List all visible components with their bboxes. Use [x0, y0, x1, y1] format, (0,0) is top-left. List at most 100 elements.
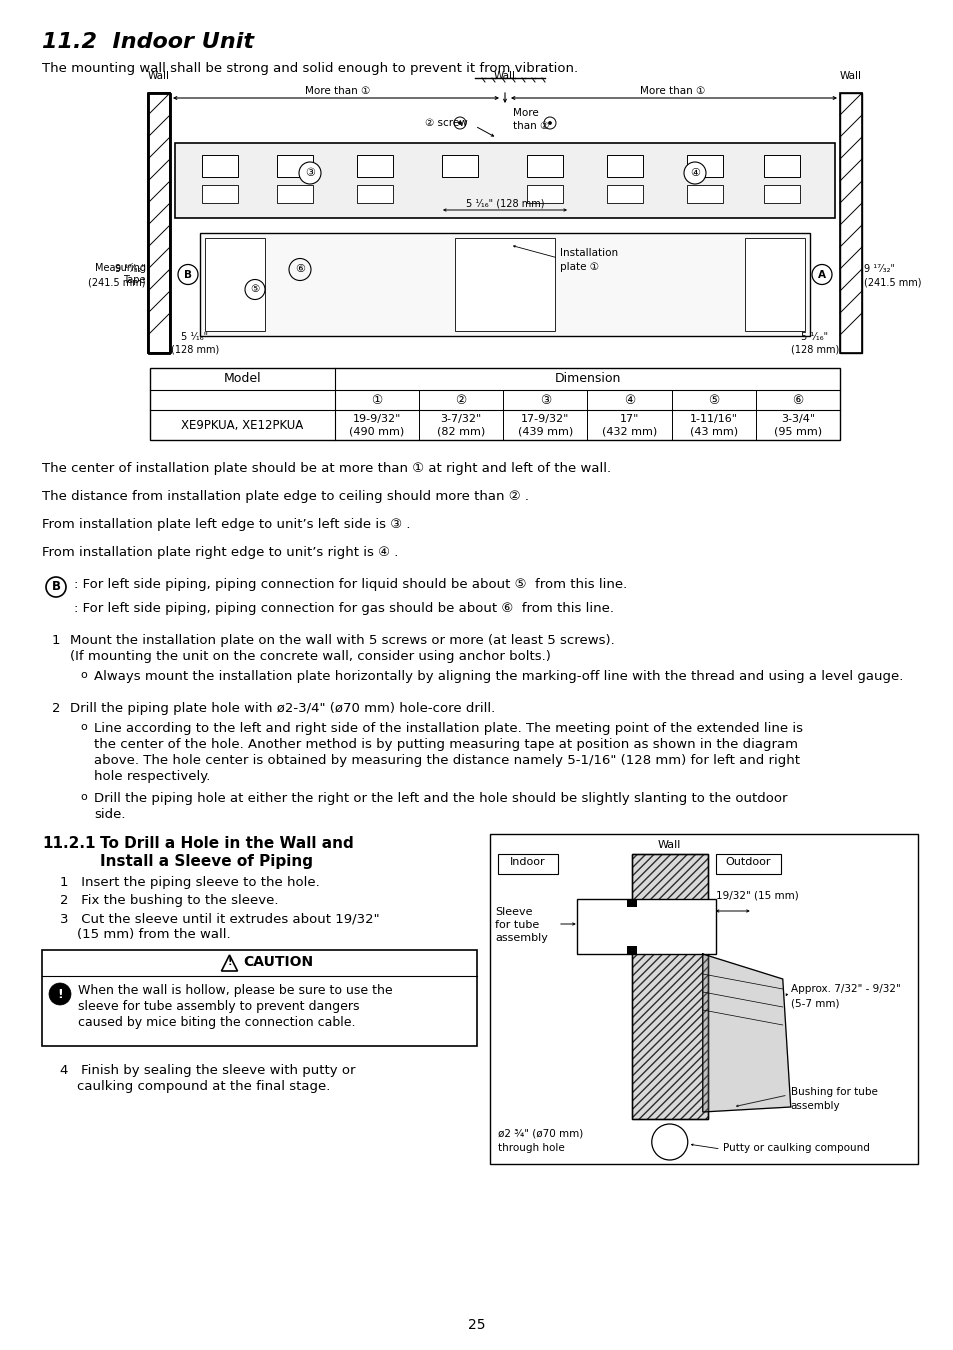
Text: XE9PKUA, XE12PKUA: XE9PKUA, XE12PKUA [181, 418, 303, 432]
Bar [526, 185, 562, 202]
Bar [276, 155, 313, 177]
Text: for tube: for tube [495, 919, 538, 930]
Bar [150, 369, 840, 440]
Text: From installation plate left edge to unit’s left side is ③ .: From installation plate left edge to uni… [42, 518, 410, 531]
Text: !: ! [57, 987, 63, 1000]
Text: Drill the piping hole at either the right or the left and the hole should be sli: Drill the piping hole at either the righ… [94, 792, 786, 805]
Text: 19/32" (15 mm): 19/32" (15 mm) [715, 891, 798, 900]
Text: The distance from installation plate edge to ceiling should more than ② .: The distance from installation plate edg… [42, 490, 529, 504]
Text: (15 mm) from the wall.: (15 mm) from the wall. [60, 927, 231, 941]
Text: o: o [80, 670, 87, 680]
Text: ③: ③ [539, 393, 551, 406]
Bar [606, 185, 642, 202]
Bar [42, 950, 477, 1046]
Bar [490, 834, 917, 1164]
Text: ⑤: ⑤ [250, 285, 259, 294]
Text: 3-3/4": 3-3/4" [781, 414, 814, 424]
Bar [148, 93, 170, 352]
Text: Wall: Wall [840, 72, 862, 81]
Text: : For left side piping, piping connection for gas should be about ⑥  from this l: : For left side piping, piping connectio… [74, 602, 614, 616]
Text: (5-7 mm): (5-7 mm) [790, 998, 839, 1008]
Text: Outdoor: Outdoor [724, 857, 770, 867]
Text: (432 mm): (432 mm) [601, 427, 657, 436]
Text: From installation plate right edge to unit’s right is ④ .: From installation plate right edge to un… [42, 545, 398, 559]
Bar [626, 899, 636, 907]
Bar [276, 185, 313, 202]
Text: (241.5 mm): (241.5 mm) [863, 278, 921, 288]
Bar [148, 93, 170, 352]
Text: 9 ¹⁷⁄₃₂": 9 ¹⁷⁄₃₂" [863, 265, 894, 274]
Text: 3   Cut the sleeve until it extrudes about 19/32": 3 Cut the sleeve until it extrudes about… [60, 913, 379, 925]
Text: (If mounting the unit on the concrete wall, consider using anchor bolts.): (If mounting the unit on the concrete wa… [70, 649, 550, 663]
Text: 1-11/16": 1-11/16" [689, 414, 737, 424]
Text: Tape: Tape [123, 275, 146, 285]
Bar [441, 155, 477, 177]
Bar [174, 143, 834, 217]
Circle shape [548, 122, 551, 124]
Text: 9 ¹⁷⁄₃₂": 9 ¹⁷⁄₃₂" [115, 265, 146, 274]
Circle shape [298, 162, 320, 184]
Text: !: ! [227, 957, 232, 967]
Bar [148, 93, 170, 352]
Text: 19-9/32": 19-9/32" [353, 414, 401, 424]
Text: 5 ¹⁄₁₆" (128 mm): 5 ¹⁄₁₆" (128 mm) [465, 198, 543, 208]
Text: side.: side. [94, 809, 126, 821]
Bar [356, 185, 393, 202]
Text: 5 ¹⁄₁₆": 5 ¹⁄₁₆" [181, 332, 209, 342]
Text: Wall: Wall [494, 72, 516, 81]
Circle shape [458, 122, 461, 124]
Text: The mounting wall shall be strong and solid enough to prevent it from vibration.: The mounting wall shall be strong and so… [42, 62, 578, 76]
Text: Install a Sleeve of Piping: Install a Sleeve of Piping [100, 855, 313, 869]
Text: o: o [80, 792, 87, 802]
Bar [763, 155, 800, 177]
Text: Wall: Wall [658, 840, 680, 850]
Text: sleeve for tube assembly to prevent dangers: sleeve for tube assembly to prevent dang… [78, 1000, 359, 1012]
Text: Measuring: Measuring [95, 263, 146, 273]
Text: 1: 1 [52, 634, 60, 647]
Bar [356, 155, 393, 177]
Text: Approx. 7/32" - 9/32": Approx. 7/32" - 9/32" [790, 984, 900, 994]
Text: A: A [817, 270, 825, 279]
Text: ⑥: ⑥ [791, 393, 802, 406]
Bar [202, 155, 237, 177]
Text: The center of installation plate should be at more than ① at right and left of t: The center of installation plate should … [42, 462, 611, 475]
Bar [744, 238, 804, 331]
Text: Drill the piping plate hole with ø2-3/4" (ø70 mm) hole-core drill.: Drill the piping plate hole with ø2-3/4"… [70, 702, 495, 716]
Text: hole respectively.: hole respectively. [94, 769, 211, 783]
Text: Putty or caulking compound: Putty or caulking compound [722, 1143, 869, 1153]
Text: above. The hole center is obtained by measuring the distance namely 5-1/16" (128: above. The hole center is obtained by me… [94, 755, 800, 767]
Bar [202, 185, 237, 202]
Bar [148, 93, 170, 352]
Circle shape [49, 983, 71, 1004]
Text: plate ①: plate ① [559, 262, 598, 271]
Text: ④: ④ [623, 393, 635, 406]
Text: When the wall is hollow, please be sure to use the: When the wall is hollow, please be sure … [78, 984, 393, 998]
Bar [200, 234, 809, 336]
Bar [205, 238, 265, 331]
Text: ③: ③ [305, 167, 314, 178]
Text: Wall: Wall [148, 72, 170, 81]
Text: 5 ¹⁄₁₆": 5 ¹⁄₁₆" [801, 332, 828, 342]
Text: To Drill a Hole in the Wall and: To Drill a Hole in the Wall and [100, 836, 354, 850]
Text: Mount the installation plate on the wall with 5 screws or more (at least 5 screw: Mount the installation plate on the wall… [70, 634, 614, 647]
Text: (241.5 mm): (241.5 mm) [89, 278, 146, 288]
Bar [606, 155, 642, 177]
Bar [148, 93, 170, 352]
Bar [686, 185, 722, 202]
Text: assembly: assembly [495, 933, 547, 944]
Text: ④: ④ [689, 167, 700, 178]
Text: 11.2  Indoor Unit: 11.2 Indoor Unit [42, 32, 253, 53]
Bar [686, 155, 722, 177]
Text: 25: 25 [468, 1318, 485, 1332]
Bar [626, 946, 636, 954]
Text: More than ①: More than ① [305, 86, 370, 96]
Bar [148, 93, 170, 352]
Text: (82 mm): (82 mm) [436, 427, 485, 436]
Text: the center of the hole. Another method is by putting measuring tape at position : the center of the hole. Another method i… [94, 738, 797, 751]
Text: CAUTION: CAUTION [243, 954, 314, 969]
Text: caulking compound at the final stage.: caulking compound at the final stage. [60, 1080, 330, 1094]
Circle shape [683, 162, 705, 184]
Text: (128 mm): (128 mm) [171, 344, 219, 354]
Text: More than ①: More than ① [639, 86, 704, 96]
Text: Line according to the left and right side of the installation plate. The meeting: Line according to the left and right sid… [94, 722, 802, 734]
